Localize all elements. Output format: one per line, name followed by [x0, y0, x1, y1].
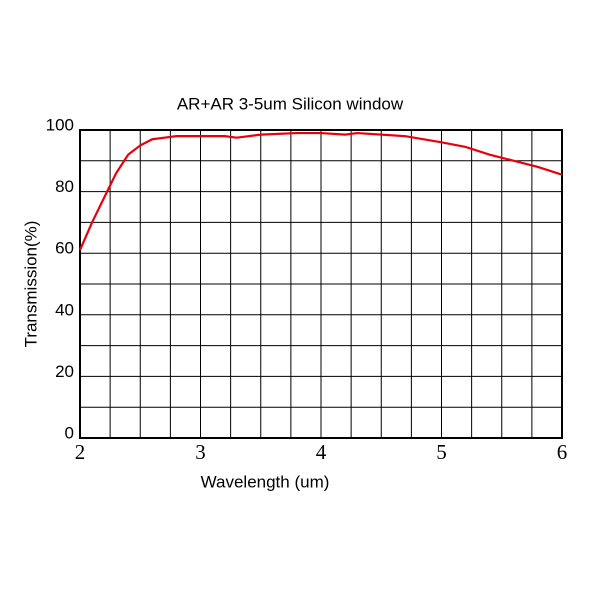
x-tick-label: 3 — [195, 440, 206, 464]
plot-frame — [79, 129, 563, 439]
y-tick-label: 0 — [65, 423, 74, 442]
y-tick-label: 100 — [46, 115, 74, 134]
y-tick-label: 20 — [55, 362, 74, 381]
x-tick-label: 2 — [75, 440, 86, 464]
chart-title: AR+AR 3-5um Silicon window — [177, 94, 404, 113]
data-line — [78, 131, 563, 251]
x-tick-label: 4 — [316, 440, 327, 464]
y-axis-label: Transmission(%) — [21, 221, 40, 348]
y-tick-label: 80 — [55, 177, 74, 196]
x-tick-label: 5 — [436, 440, 447, 464]
x-axis-label: Wavelength (um) — [201, 472, 330, 491]
x-tick-label: 6 — [557, 440, 568, 464]
y-tick-label: 60 — [55, 239, 74, 258]
y-tick-label: 40 — [55, 300, 74, 319]
